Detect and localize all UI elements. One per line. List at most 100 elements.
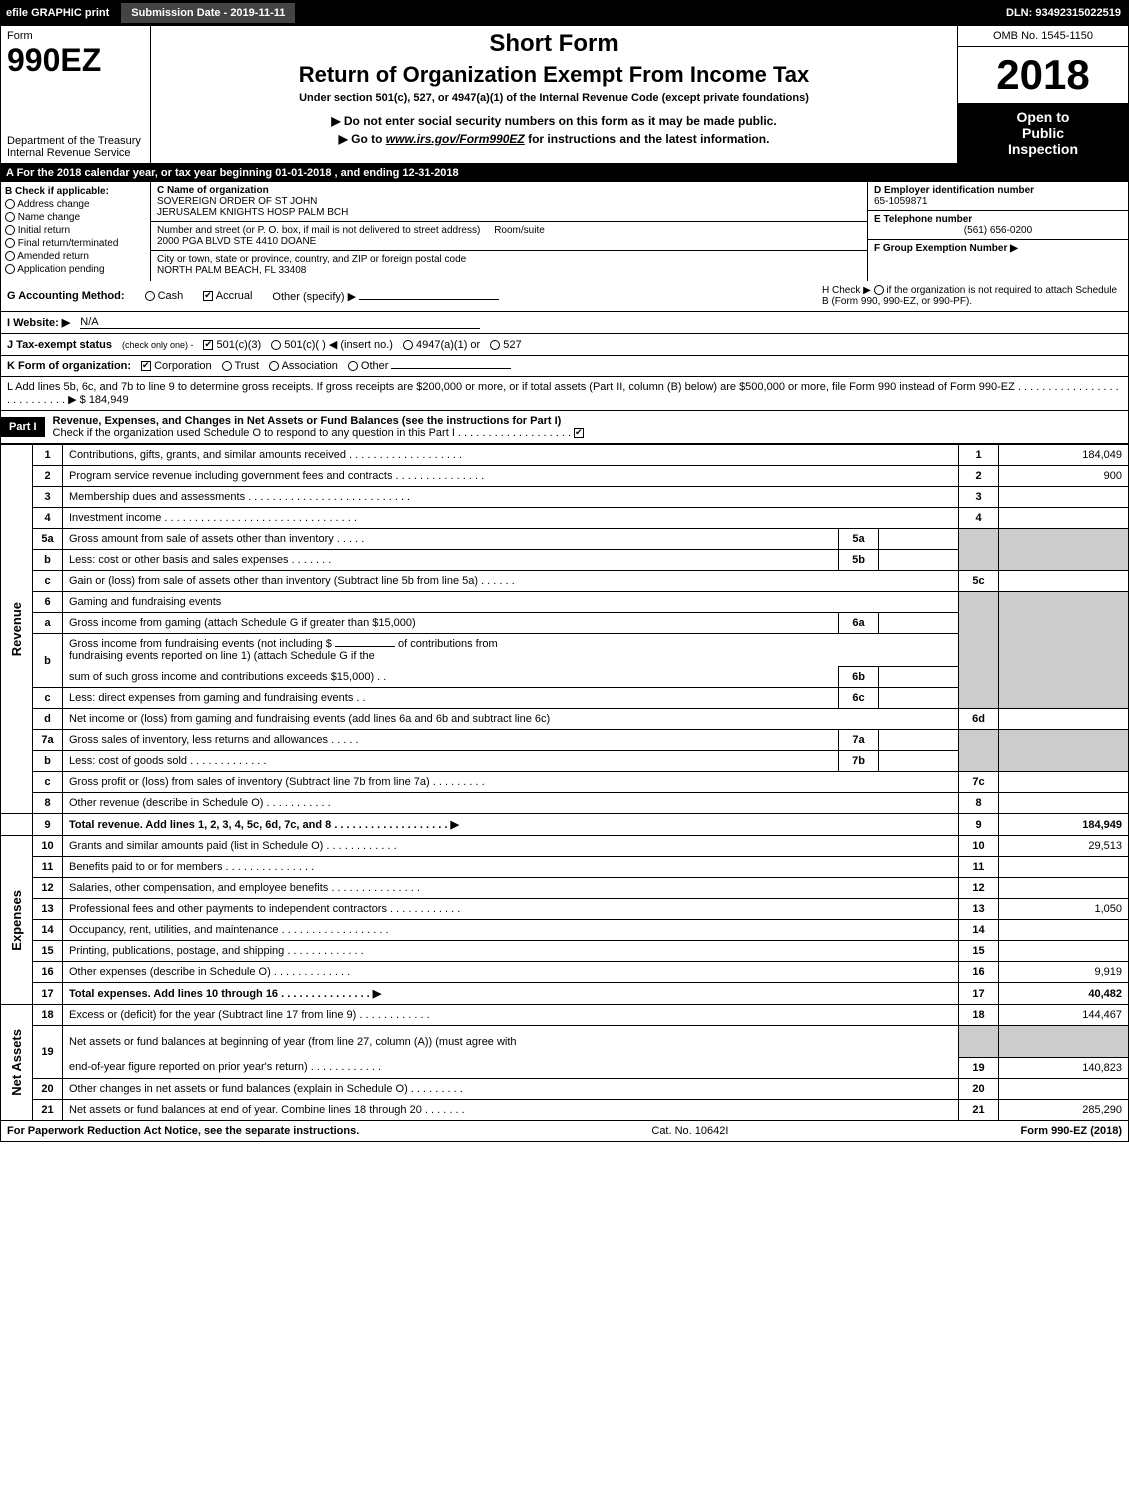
tel-value: (561) 656-0200 — [874, 225, 1122, 236]
goto-note: ▶ Go to www.irs.gov/Form990EZ for instru… — [161, 132, 947, 146]
row-18: Net Assets 18 Excess or (deficit) for th… — [1, 1005, 1129, 1026]
k-other[interactable]: Other — [348, 360, 512, 372]
top-bar: efile GRAPHIC print Submission Date - 20… — [0, 0, 1129, 26]
header-left: Form 990EZ Department of the Treasury In… — [1, 26, 151, 163]
ssn-note: ▶ Do not enter social security numbers o… — [161, 114, 947, 128]
ein-value: 65-1059871 — [874, 196, 1122, 207]
footer-right: Form 990-EZ (2018) — [1021, 1125, 1122, 1137]
row-19a: 19 Net assets or fund balances at beginn… — [1, 1026, 1129, 1058]
inspect-3: Inspection — [964, 141, 1122, 157]
l1-num: 1 — [33, 445, 63, 466]
l1-col: 1 — [959, 445, 999, 466]
row-11: 11 Benefits paid to or for members . . .… — [1, 857, 1129, 878]
row-12: 12 Salaries, other compensation, and emp… — [1, 878, 1129, 899]
info-grid: B Check if applicable: Address change Na… — [0, 182, 1129, 281]
k-corp[interactable]: Corporation — [141, 360, 212, 372]
website-value: N/A — [80, 316, 480, 329]
section-def: D Employer identification number 65-1059… — [868, 182, 1128, 281]
line-g-h: G Accounting Method: Cash Accrual Other … — [0, 281, 1129, 312]
part-i-checkbox[interactable] — [574, 428, 584, 438]
j-4947[interactable]: 4947(a)(1) or — [403, 339, 480, 351]
k-assoc[interactable]: Association — [269, 360, 338, 372]
address-box: Number and street (or P. O. box, if mail… — [151, 222, 867, 251]
inspect-2: Public — [964, 125, 1122, 141]
part-i-title-text: Revenue, Expenses, and Changes in Net As… — [53, 415, 1120, 427]
row-5c: c Gain or (loss) from sale of assets oth… — [1, 571, 1129, 592]
j-527[interactable]: 527 — [490, 339, 521, 351]
form-number: 990EZ — [7, 42, 144, 79]
tel-box: E Telephone number (561) 656-0200 — [868, 211, 1128, 240]
omb-number: OMB No. 1545-1150 — [958, 26, 1128, 47]
return-title: Return of Organization Exempt From Incom… — [161, 62, 947, 88]
line-j: J Tax-exempt status (check only one) - 5… — [0, 334, 1129, 356]
submission-date: Submission Date - 2019-11-11 — [121, 3, 295, 23]
row-21: 21 Net assets or fund balances at end of… — [1, 1099, 1129, 1120]
check-address[interactable]: Address change — [5, 199, 146, 210]
j-label: J Tax-exempt status — [7, 339, 112, 351]
city-label: City or town, state or province, country… — [157, 254, 861, 265]
row-19b: end-of-year figure reported on prior yea… — [1, 1057, 1129, 1078]
inspection-box: Open to Public Inspection — [958, 103, 1128, 163]
section-b: B Check if applicable: Address change Na… — [1, 182, 151, 281]
row-20: 20 Other changes in net assets or fund b… — [1, 1078, 1129, 1099]
g-label: G Accounting Method: — [7, 290, 125, 302]
g-accrual[interactable]: Accrual — [203, 290, 252, 302]
header-right: OMB No. 1545-1150 2018 Open to Public In… — [958, 26, 1128, 163]
part-i-label: Part I — [1, 417, 45, 437]
check-amended[interactable]: Amended return — [5, 251, 146, 262]
part-i-table: Revenue 1 Contributions, gifts, grants, … — [0, 444, 1129, 1121]
org-name-box: C Name of organization SOVEREIGN ORDER O… — [151, 182, 867, 222]
group-label: F Group Exemption Number ▶ — [874, 243, 1122, 254]
city-box: City or town, state or province, country… — [151, 251, 867, 279]
tax-year: 2018 — [958, 47, 1128, 103]
j-detail: (check only one) - — [122, 340, 194, 350]
section-c: C Name of organization SOVEREIGN ORDER O… — [151, 182, 868, 281]
row-13: 13 Professional fees and other payments … — [1, 899, 1129, 920]
line-i: I Website: ▶ N/A — [0, 312, 1129, 334]
inspect-1: Open to — [964, 109, 1122, 125]
addr-value: 2000 PGA BLVD STE 4410 DOANE — [157, 236, 861, 247]
line-l: L Add lines 5b, 6c, and 7b to line 9 to … — [0, 377, 1129, 411]
check-final[interactable]: Final return/terminated — [5, 238, 146, 249]
line-g: G Accounting Method: Cash Accrual Other … — [7, 290, 499, 303]
footer: For Paperwork Reduction Act Notice, see … — [0, 1121, 1129, 1142]
tel-label: E Telephone number — [874, 214, 1122, 225]
l1-amt: 184,049 — [999, 445, 1129, 466]
expenses-side-label: Expenses — [1, 836, 33, 1005]
city-value: NORTH PALM BEACH, FL 33408 — [157, 265, 861, 276]
part-i-title: Revenue, Expenses, and Changes in Net As… — [45, 411, 1128, 443]
section-a-period: A For the 2018 calendar year, or tax yea… — [0, 164, 1129, 182]
ein-label: D Employer identification number — [874, 185, 1122, 196]
l1-desc: Contributions, gifts, grants, and simila… — [63, 445, 959, 466]
g-cash[interactable]: Cash — [145, 290, 184, 302]
short-form-title: Short Form — [161, 30, 947, 58]
row-3: 3 Membership dues and assessments . . . … — [1, 487, 1129, 508]
j-501c[interactable]: 501(c)( ) ◀ (insert no.) — [271, 338, 393, 351]
part-i-header: Part I Revenue, Expenses, and Changes in… — [0, 411, 1129, 444]
row-7c: c Gross profit or (loss) from sales of i… — [1, 772, 1129, 793]
l-text: L Add lines 5b, 6c, and 7b to line 9 to … — [7, 381, 1119, 406]
check-initial[interactable]: Initial return — [5, 225, 146, 236]
row-6: 6 Gaming and fundraising events — [1, 592, 1129, 613]
h-pre: H Check ▶ — [822, 285, 874, 296]
check-name[interactable]: Name change — [5, 212, 146, 223]
footer-mid: Cat. No. 10642I — [359, 1125, 1020, 1137]
dept-irs: Internal Revenue Service — [7, 147, 144, 159]
row-17: 17 Total expenses. Add lines 10 through … — [1, 983, 1129, 1005]
check-pending[interactable]: Application pending — [5, 264, 146, 275]
row-1: Revenue 1 Contributions, gifts, grants, … — [1, 445, 1129, 466]
form-header: Form 990EZ Department of the Treasury In… — [0, 26, 1129, 164]
row-14: 14 Occupancy, rent, utilities, and maint… — [1, 920, 1129, 941]
irs-link[interactable]: www.irs.gov/Form990EZ — [386, 132, 525, 146]
room-label: Room/suite — [494, 225, 545, 236]
i-label: I Website: ▶ — [7, 316, 70, 329]
row-4: 4 Investment income . . . . . . . . . . … — [1, 508, 1129, 529]
j-501c3[interactable]: 501(c)(3) — [203, 339, 261, 351]
k-trust[interactable]: Trust — [222, 360, 260, 372]
org-name-2: JERUSALEM KNIGHTS HOSP PALM BCH — [157, 207, 861, 218]
row-6d: d Net income or (loss) from gaming and f… — [1, 709, 1129, 730]
line-h: H Check ▶ if the organization is not req… — [822, 285, 1122, 307]
h-checkbox[interactable] — [874, 285, 884, 295]
g-other[interactable]: Other (specify) ▶ — [272, 290, 499, 303]
footer-left: For Paperwork Reduction Act Notice, see … — [7, 1125, 359, 1137]
